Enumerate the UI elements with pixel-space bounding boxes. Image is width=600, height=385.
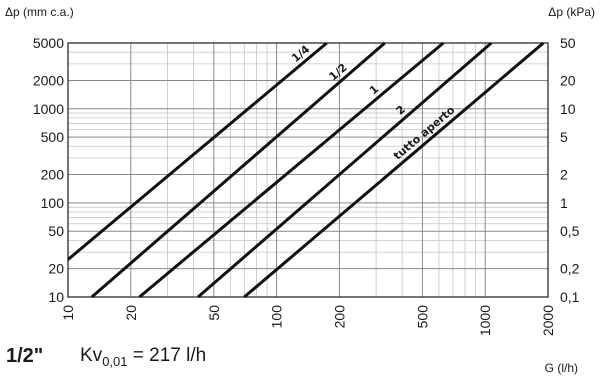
x-tick-label: 50 <box>206 305 222 321</box>
series-line <box>197 41 493 299</box>
y-tick-label-right: 5 <box>560 129 568 145</box>
x-ticks: 10 20 50 100 200 500 1000 2000 <box>60 305 556 336</box>
x-tick-label: 2000 <box>540 305 556 336</box>
y-tick-label-right: 20 <box>560 72 576 88</box>
y-tick-label-left: 5000 <box>33 35 64 51</box>
model-label: 1/2" <box>6 345 44 367</box>
x-tick-label: 500 <box>414 305 430 329</box>
y-tick-label-left: 1000 <box>33 101 64 117</box>
kv-subscript: 0,01 <box>102 353 128 369</box>
y-tick-label-right: 2 <box>560 167 568 183</box>
x-tick-label: 100 <box>269 305 285 329</box>
x-axis-title: G (l/h) <box>545 361 578 375</box>
y-tick-label-left: 2000 <box>33 72 64 88</box>
plot-frame <box>67 42 549 298</box>
y-tick-label-left: 100 <box>41 195 65 211</box>
y-ticks-left: 10 20 50 100 200 500 1000 2000 5000 <box>33 35 64 305</box>
x-tick-label: 1000 <box>477 305 493 336</box>
y-tick-label-left: 20 <box>48 261 64 277</box>
x-tick-label: 10 <box>60 305 76 321</box>
y-tick-label-left: 50 <box>48 223 64 239</box>
y-tick-label-left: 500 <box>41 129 65 145</box>
y-tick-label-left: 200 <box>41 167 65 183</box>
y-tick-label-right: 0,5 <box>560 223 580 239</box>
y-tick-label-right: 50 <box>560 35 576 51</box>
x-tick-label: 200 <box>331 305 347 329</box>
y-tick-label-right: 10 <box>560 101 576 117</box>
kv-prefix: Kv <box>80 345 103 366</box>
y-tick-label-right: 1 <box>560 195 568 211</box>
x-tick-label: 20 <box>123 305 139 321</box>
y-axis-title-left: Δp (mm c.a.) <box>5 5 74 19</box>
y-axis-title-right: Δp (kPa) <box>548 5 595 19</box>
series-line <box>138 41 445 299</box>
y-tick-label-left: 10 <box>48 289 64 305</box>
series-line <box>90 41 386 299</box>
series-line <box>67 41 328 261</box>
series-label: 1/4 <box>289 42 312 65</box>
kv-value: Kv0,01 = 217 l/h <box>80 345 206 369</box>
minor-grid <box>68 43 548 297</box>
y-tick-label-right: 0,2 <box>560 261 580 277</box>
y-tick-label-right: 0,1 <box>560 289 580 305</box>
series-line <box>243 41 545 299</box>
y-ticks-right: 0,1 0,2 0,5 1 2 5 10 20 50 <box>560 35 580 305</box>
kv-number: = 217 l/h <box>127 345 207 366</box>
